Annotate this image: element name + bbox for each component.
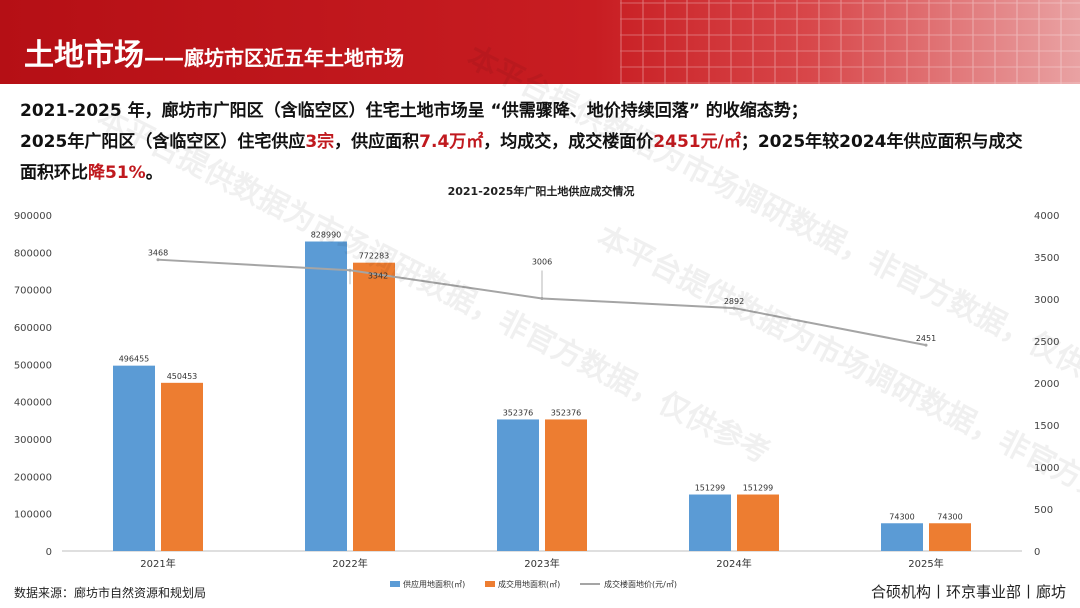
summary-text-part: ，均成交，成交楼面价 [483,132,654,152]
legend-label: 成交用地面积(㎡) [498,579,560,589]
x-tick-label: 2023年 [524,557,559,570]
banner-pattern [620,0,1080,84]
bar-data-label: 151299 [695,484,726,493]
chart-title: 2021-2025年广阳土地供应成交情况 [448,184,635,198]
y-left-tick-label: 900000 [14,211,52,222]
bar-supply [305,241,347,551]
data-source: 数据来源：廊坊市自然资源和规划局 [14,586,207,600]
y-left-tick-label: 200000 [14,472,52,483]
bar-deal [737,494,779,551]
x-tick-label: 2024年 [716,557,751,570]
highlight-count: 3宗 [305,132,335,152]
bar-data-label: 828990 [311,231,342,240]
highlight-price: 2451元/㎡ [653,132,741,152]
bar-data-label: 450453 [167,372,198,381]
summary-line-3: 面积环比降51%。 [20,158,1070,189]
line-data-label: 2451 [916,334,936,343]
line-point [156,258,160,262]
bar-supply [113,365,155,551]
legend-label: 成交楼面地价(元/㎡) [604,579,677,589]
line-point [732,306,736,310]
y-left-tick-label: 400000 [14,398,52,409]
y-left-tick-label: 800000 [14,248,52,259]
y-left-tick-label: 0 [46,547,52,558]
y-left-tick-label: 600000 [14,323,52,334]
x-tick-label: 2025年 [908,557,943,570]
y-right-tick-label: 4000 [1034,211,1059,222]
line-data-label: 3342 [368,271,388,280]
summary-line-2: 2025年广阳区（含临空区）住宅供应3宗，供应面积7.4万㎡，均成交，成交楼面价… [20,127,1070,158]
page-title-sub: ——廊坊市区近五年土地市场 [144,46,404,70]
organization-label: 合硕机构丨环京事业部丨廊坊 [870,583,1066,601]
summary-line-1: 2021-2025 年，廊坊市广阳区（含临空区）住宅土地市场呈 “供需骤降、地价… [20,101,808,121]
x-tick-label: 2021年 [140,557,175,570]
legend-swatch [390,581,400,587]
bar-data-label: 352376 [503,408,534,417]
bar-deal [545,419,587,551]
y-left-tick-label: 700000 [14,286,52,297]
line-data-label: 2892 [724,297,744,306]
page-title-main: 土地市场 [24,38,144,73]
bar-supply [881,523,923,551]
legend-swatch [485,581,495,587]
y-right-tick-label: 2000 [1034,379,1059,390]
summary-text-part: 面积环比 [20,163,88,183]
summary-text-part: ，供应面积 [334,132,420,152]
legend-label: 供应用地面积(㎡) [403,579,465,589]
bar-supply [497,419,539,551]
summary-text: 2021-2025 年，廊坊市广阳区（含临空区）住宅土地市场呈 “供需骤降、地价… [20,96,1070,189]
y-right-tick-label: 1000 [1034,463,1059,474]
bar-data-label: 772283 [359,252,390,261]
highlight-change: 降51% [88,163,146,183]
y-left-tick-label: 100000 [14,510,52,521]
bar-deal [161,382,203,551]
header-banner: 土地市场——廊坊市区近五年土地市场 [0,0,1080,84]
bar-deal [929,523,971,551]
summary-text-part: 2025年广阳区（含临空区）住宅供应 [20,132,306,152]
bar-data-label: 74300 [937,512,962,521]
y-right-tick-label: 3000 [1034,295,1059,306]
bar-data-label: 496455 [119,355,150,364]
y-left-tick-label: 500000 [14,360,52,371]
bar-data-label: 74300 [889,512,914,521]
bar-deal [353,262,395,551]
line-data-label: 3468 [148,249,168,258]
bar-supply [689,494,731,551]
x-tick-label: 2022年 [332,557,367,570]
bar-data-label: 352376 [551,408,582,417]
bar-data-label: 151299 [743,484,774,493]
summary-text-part: ；2025年较2024年供应面积与成交 [740,132,1023,152]
y-right-tick-label: 1500 [1034,421,1059,432]
y-left-tick-label: 300000 [14,435,52,446]
page-title: 土地市场——廊坊市区近五年土地市场 [24,30,404,74]
line-data-label: 3006 [532,257,552,266]
line-point [924,343,928,347]
y-right-tick-label: 3500 [1034,253,1059,264]
y-right-tick-label: 500 [1034,505,1053,516]
y-right-tick-label: 0 [1034,547,1040,558]
highlight-area: 7.4万㎡ [419,132,484,152]
y-right-tick-label: 2500 [1034,337,1059,348]
combo-chart: 2021-2025年广阳土地供应成交情况 0 100000 200000 300000 4… [14,184,1060,589]
summary-text-part: 。 [145,163,163,183]
